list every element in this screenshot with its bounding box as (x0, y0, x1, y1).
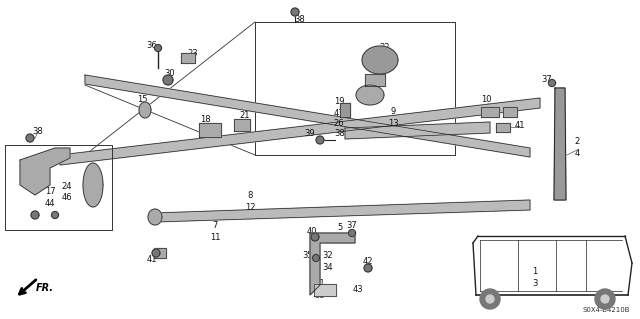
Text: 1: 1 (532, 268, 538, 277)
Text: 21: 21 (240, 110, 250, 120)
Text: FR.: FR. (36, 283, 54, 293)
Polygon shape (60, 98, 540, 165)
Circle shape (548, 79, 556, 86)
Text: 17: 17 (45, 188, 55, 197)
Text: 40: 40 (307, 227, 317, 236)
Text: 38: 38 (294, 16, 305, 25)
Circle shape (349, 229, 355, 236)
Text: 37: 37 (347, 220, 357, 229)
Text: 37: 37 (541, 76, 552, 85)
Text: 32: 32 (323, 251, 333, 261)
Text: 23: 23 (188, 48, 198, 57)
Bar (496, 122, 510, 131)
Text: 16: 16 (137, 108, 147, 116)
Text: 43: 43 (353, 286, 364, 294)
Bar (365, 74, 385, 86)
Text: 22: 22 (380, 43, 390, 53)
Text: S0X4-B4210B: S0X4-B4210B (582, 307, 630, 313)
Ellipse shape (356, 85, 384, 105)
Text: 33: 33 (315, 292, 325, 300)
Bar (503, 107, 517, 117)
Text: 29: 29 (380, 54, 390, 63)
Polygon shape (155, 200, 530, 222)
Text: 38: 38 (33, 128, 44, 137)
Text: 14: 14 (481, 108, 492, 116)
Ellipse shape (139, 102, 151, 118)
Text: 45: 45 (368, 81, 378, 91)
Polygon shape (85, 75, 530, 157)
Text: 27: 27 (88, 183, 99, 192)
Polygon shape (554, 88, 566, 200)
Circle shape (291, 8, 299, 16)
Circle shape (31, 211, 39, 219)
Text: 3: 3 (532, 278, 538, 287)
Polygon shape (20, 148, 70, 195)
Text: 20: 20 (88, 172, 99, 181)
Circle shape (311, 233, 319, 241)
Text: 30: 30 (164, 70, 175, 78)
Ellipse shape (362, 46, 398, 74)
Circle shape (316, 136, 324, 144)
Ellipse shape (83, 163, 103, 207)
Circle shape (486, 295, 494, 303)
Text: 8: 8 (247, 191, 253, 201)
Text: 13: 13 (388, 120, 398, 129)
Text: 31: 31 (315, 279, 325, 288)
Text: 44: 44 (45, 198, 55, 207)
Text: 24
46: 24 46 (61, 182, 72, 202)
Text: 42: 42 (363, 257, 373, 266)
Text: 2: 2 (574, 137, 580, 146)
Circle shape (480, 289, 500, 309)
Text: 25: 25 (200, 129, 211, 137)
Circle shape (364, 264, 372, 272)
Circle shape (152, 249, 160, 257)
Polygon shape (345, 122, 490, 139)
Text: 18: 18 (200, 115, 211, 124)
Text: 39: 39 (305, 129, 316, 137)
Circle shape (312, 255, 319, 262)
Text: 5: 5 (337, 224, 342, 233)
Text: 41: 41 (515, 121, 525, 130)
Circle shape (154, 44, 161, 51)
Bar (154, 248, 166, 258)
Text: 7: 7 (212, 220, 218, 229)
Circle shape (51, 211, 58, 219)
Text: 12: 12 (244, 203, 255, 211)
Text: 36: 36 (147, 41, 157, 49)
Text: 6: 6 (337, 235, 342, 244)
Bar (314, 284, 336, 296)
Text: 47: 47 (333, 108, 344, 117)
Circle shape (163, 75, 173, 85)
Text: 26: 26 (333, 118, 344, 128)
Text: 11: 11 (210, 233, 220, 241)
Text: 35: 35 (303, 250, 314, 259)
Text: 41: 41 (147, 256, 157, 264)
Bar (340, 103, 350, 117)
Bar (481, 107, 499, 117)
Circle shape (26, 134, 34, 142)
Polygon shape (310, 233, 355, 295)
Circle shape (601, 295, 609, 303)
Text: 28: 28 (240, 123, 250, 132)
Text: 34: 34 (323, 263, 333, 271)
Bar (181, 53, 195, 63)
Text: 10: 10 (481, 95, 492, 105)
Text: 15: 15 (137, 95, 147, 105)
Text: 38: 38 (335, 129, 346, 137)
Text: 9: 9 (390, 108, 396, 116)
Text: 4: 4 (574, 150, 580, 159)
Ellipse shape (148, 209, 162, 225)
Circle shape (595, 289, 615, 309)
Bar (234, 119, 250, 131)
Text: 19: 19 (333, 98, 344, 107)
Bar (199, 123, 221, 137)
